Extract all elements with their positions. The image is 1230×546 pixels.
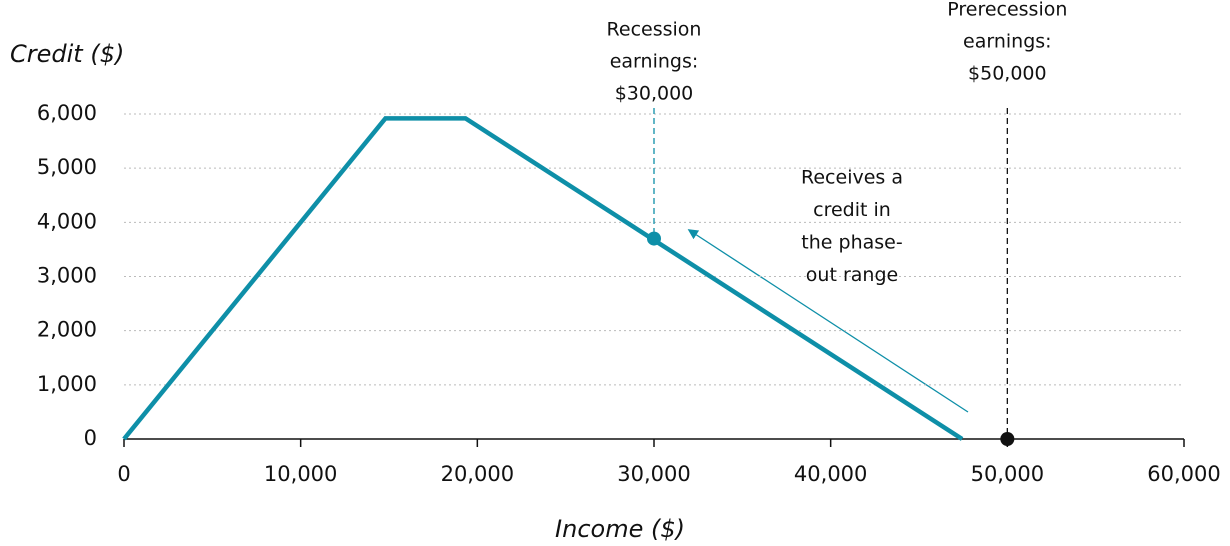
annotation-text: out range xyxy=(806,264,898,286)
y-tick-label: 3,000 xyxy=(37,264,97,288)
x-tick-label: 40,000 xyxy=(794,462,867,486)
y-axis-title: Credit ($) xyxy=(10,40,124,68)
annotation-text: credit in xyxy=(813,199,891,221)
point-label: $30,000 xyxy=(615,83,694,105)
x-axis-title: Income ($) xyxy=(555,515,685,543)
y-tick-label: 1,000 xyxy=(37,372,97,396)
point xyxy=(1000,432,1015,446)
point-label: earnings: xyxy=(963,31,1052,53)
y-tick-label: 5,000 xyxy=(37,155,97,179)
annotation-text: Receives a xyxy=(801,167,903,189)
point-label: Prerecession xyxy=(947,0,1067,21)
point-label: $50,000 xyxy=(968,63,1047,85)
x-tick-label: 50,000 xyxy=(971,462,1044,486)
y-tick-label: 0 xyxy=(84,426,97,450)
point-label: earnings: xyxy=(610,51,699,73)
y-tick-label: 6,000 xyxy=(37,101,97,125)
x-tick-label: 30,000 xyxy=(617,462,690,486)
point-label: Recession xyxy=(607,19,702,41)
x-tick-label: 10,000 xyxy=(264,462,337,486)
annotation-arrow xyxy=(687,229,969,413)
y-tick-label: 4,000 xyxy=(37,209,97,233)
y-tick-label: 2,000 xyxy=(37,318,97,342)
x-tick-label: 60,000 xyxy=(1147,462,1220,486)
x-tick-label: 0 xyxy=(117,462,130,486)
credit-line xyxy=(122,116,964,441)
x-tick-label: 20,000 xyxy=(441,462,514,486)
point xyxy=(647,231,661,246)
annotation-text: the phase- xyxy=(801,232,902,254)
